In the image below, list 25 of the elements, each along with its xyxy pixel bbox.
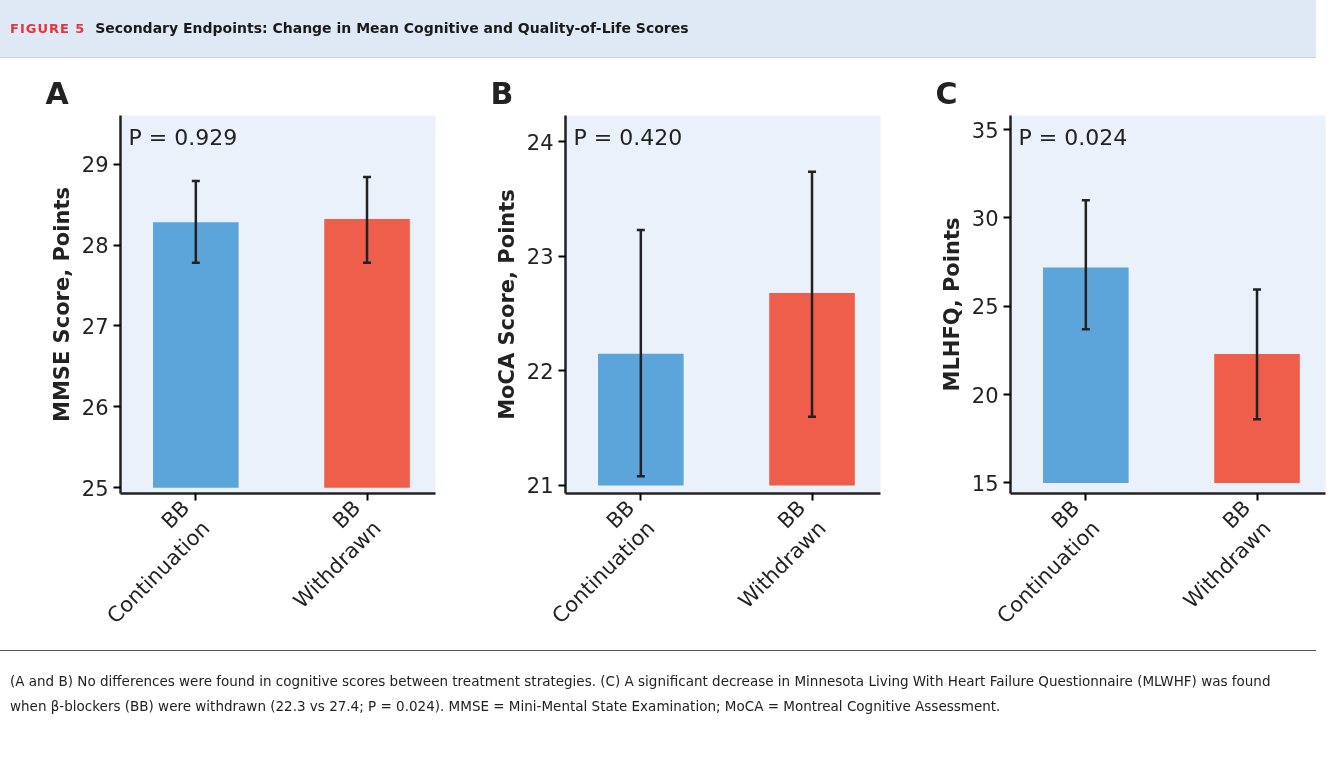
chart-title: C bbox=[935, 75, 958, 111]
chart-title: B bbox=[490, 75, 514, 111]
y-tick-label: 22 bbox=[526, 359, 554, 384]
y-tick-label: 15 bbox=[971, 471, 999, 496]
y-tick-label: 28 bbox=[81, 234, 109, 259]
y-tick-label: 25 bbox=[971, 295, 999, 320]
text: FIGURE 5 Secondary Endpoints: Change in Mean Cognitive and Quality-of-Life Scores bbox=[0, 0, 1316, 58]
y-tick-label: 25 bbox=[81, 476, 109, 501]
y-tick-label: 26 bbox=[81, 395, 109, 420]
y-tick-label: 21 bbox=[526, 474, 554, 499]
y-tick-label: 24 bbox=[526, 130, 554, 155]
annotation: P = 0.929 bbox=[128, 124, 238, 150]
y-tick-label: 35 bbox=[971, 118, 999, 143]
y-tick-label: 23 bbox=[526, 245, 554, 270]
y-tick-label: 27 bbox=[81, 314, 109, 339]
y-tick-label: 20 bbox=[971, 383, 999, 408]
y-tick-label: 29 bbox=[81, 153, 109, 178]
chart-title: A bbox=[45, 75, 70, 111]
y-axis-title: MMSE Score, Points bbox=[49, 187, 74, 422]
text: (A and B) No differences were found in cognitive scores between treatment strategies. (C) A significant decrease in Minnesota Living With Heart Failure Questionnaire (MLWHF) was found when β-blockers (BB) were withdrawn (22.3 vs 27.4; P = 0.024). MMSE = Mini-Mental State Examination; MoCA = Montreal Cognitive Assessment. bbox=[0, 650, 1316, 737]
annotation: P = 0.024 bbox=[1018, 124, 1128, 150]
y-axis-title: MoCA Score, Points bbox=[494, 189, 519, 420]
y-tick-label: 30 bbox=[971, 206, 999, 231]
y-axis-title: MLHFQ, Points bbox=[939, 217, 964, 392]
annotation: P = 0.420 bbox=[573, 124, 683, 150]
